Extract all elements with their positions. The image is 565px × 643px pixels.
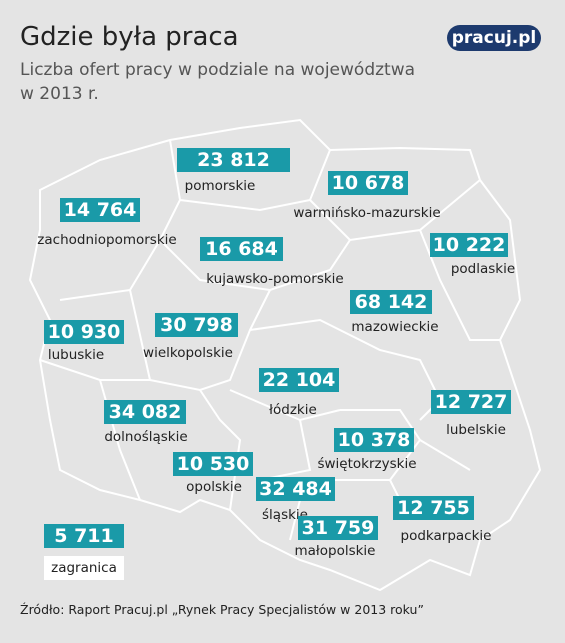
map <box>28 118 542 592</box>
region-name: łódzkie <box>269 402 317 418</box>
source: Źródło: Raport Pracuj.pl „Rynek Pracy Sp… <box>20 602 424 617</box>
value-box <box>298 516 378 540</box>
region-value: 16 684 <box>205 238 278 260</box>
value-box <box>155 313 238 337</box>
region-name: lubuskie <box>48 347 104 363</box>
region-name: świętokrzyskie <box>317 456 416 472</box>
region-name: pomorskie <box>185 178 256 194</box>
region-value: 10 378 <box>338 429 411 451</box>
value-box <box>259 368 339 392</box>
value-box <box>104 400 186 424</box>
region-value: 10 222 <box>433 234 506 256</box>
value-box <box>44 320 124 344</box>
region-value: 12 727 <box>435 391 508 413</box>
region-name: zagranica <box>51 560 117 576</box>
value-box <box>328 171 408 195</box>
value-box <box>393 496 474 520</box>
value-box <box>177 148 290 172</box>
region-value: 32 484 <box>259 478 332 500</box>
subtitle-line: w 2013 r. <box>20 84 99 104</box>
region-name: lubelskie <box>446 422 506 438</box>
region-name: śląskie <box>262 507 308 523</box>
region-value: 10 530 <box>177 453 250 475</box>
title: Gdzie była praca <box>20 22 239 52</box>
value-box <box>334 428 414 452</box>
region-value: 10 678 <box>332 172 405 194</box>
region-name: mazowieckie <box>351 319 438 335</box>
value-box <box>173 452 253 476</box>
value-box <box>431 390 511 414</box>
region-value: 22 104 <box>263 369 336 391</box>
region-name: zachodniopomorskie <box>37 232 176 248</box>
value-box <box>200 237 283 261</box>
region-name: podlaskie <box>451 261 515 277</box>
label-box <box>44 556 124 580</box>
region-value: 12 755 <box>397 497 470 519</box>
region-value: 68 142 <box>355 291 428 313</box>
region-value: 5 711 <box>54 525 114 547</box>
region-value: 31 759 <box>302 517 375 539</box>
country-border <box>28 118 542 592</box>
value-box <box>60 198 140 222</box>
logo-badge <box>447 25 541 51</box>
region-name: opolskie <box>186 479 242 495</box>
region-value: 10 930 <box>48 321 121 343</box>
value-box <box>430 233 508 257</box>
region-name: małopolskie <box>294 543 375 559</box>
value-box <box>44 524 124 548</box>
region-name: warmińsko-mazurskie <box>293 205 440 221</box>
region-value: 30 798 <box>160 314 233 336</box>
region-name: podkarpackie <box>401 528 492 544</box>
region-name: wielkopolskie <box>143 345 233 361</box>
logo: pracuj.pl <box>452 28 537 48</box>
region-value: 23 812 <box>197 149 270 171</box>
region-value: 34 082 <box>109 401 182 423</box>
region-borders <box>39 139 500 541</box>
region-value: 14 764 <box>64 199 137 221</box>
value-box <box>350 290 432 314</box>
region-name: dolnośląskie <box>104 429 187 445</box>
region-name: kujawsko-pomorskie <box>206 271 343 287</box>
subtitle-line: Liczba ofert pracy w podziale na wojewód… <box>20 60 415 80</box>
value-box <box>256 477 335 501</box>
